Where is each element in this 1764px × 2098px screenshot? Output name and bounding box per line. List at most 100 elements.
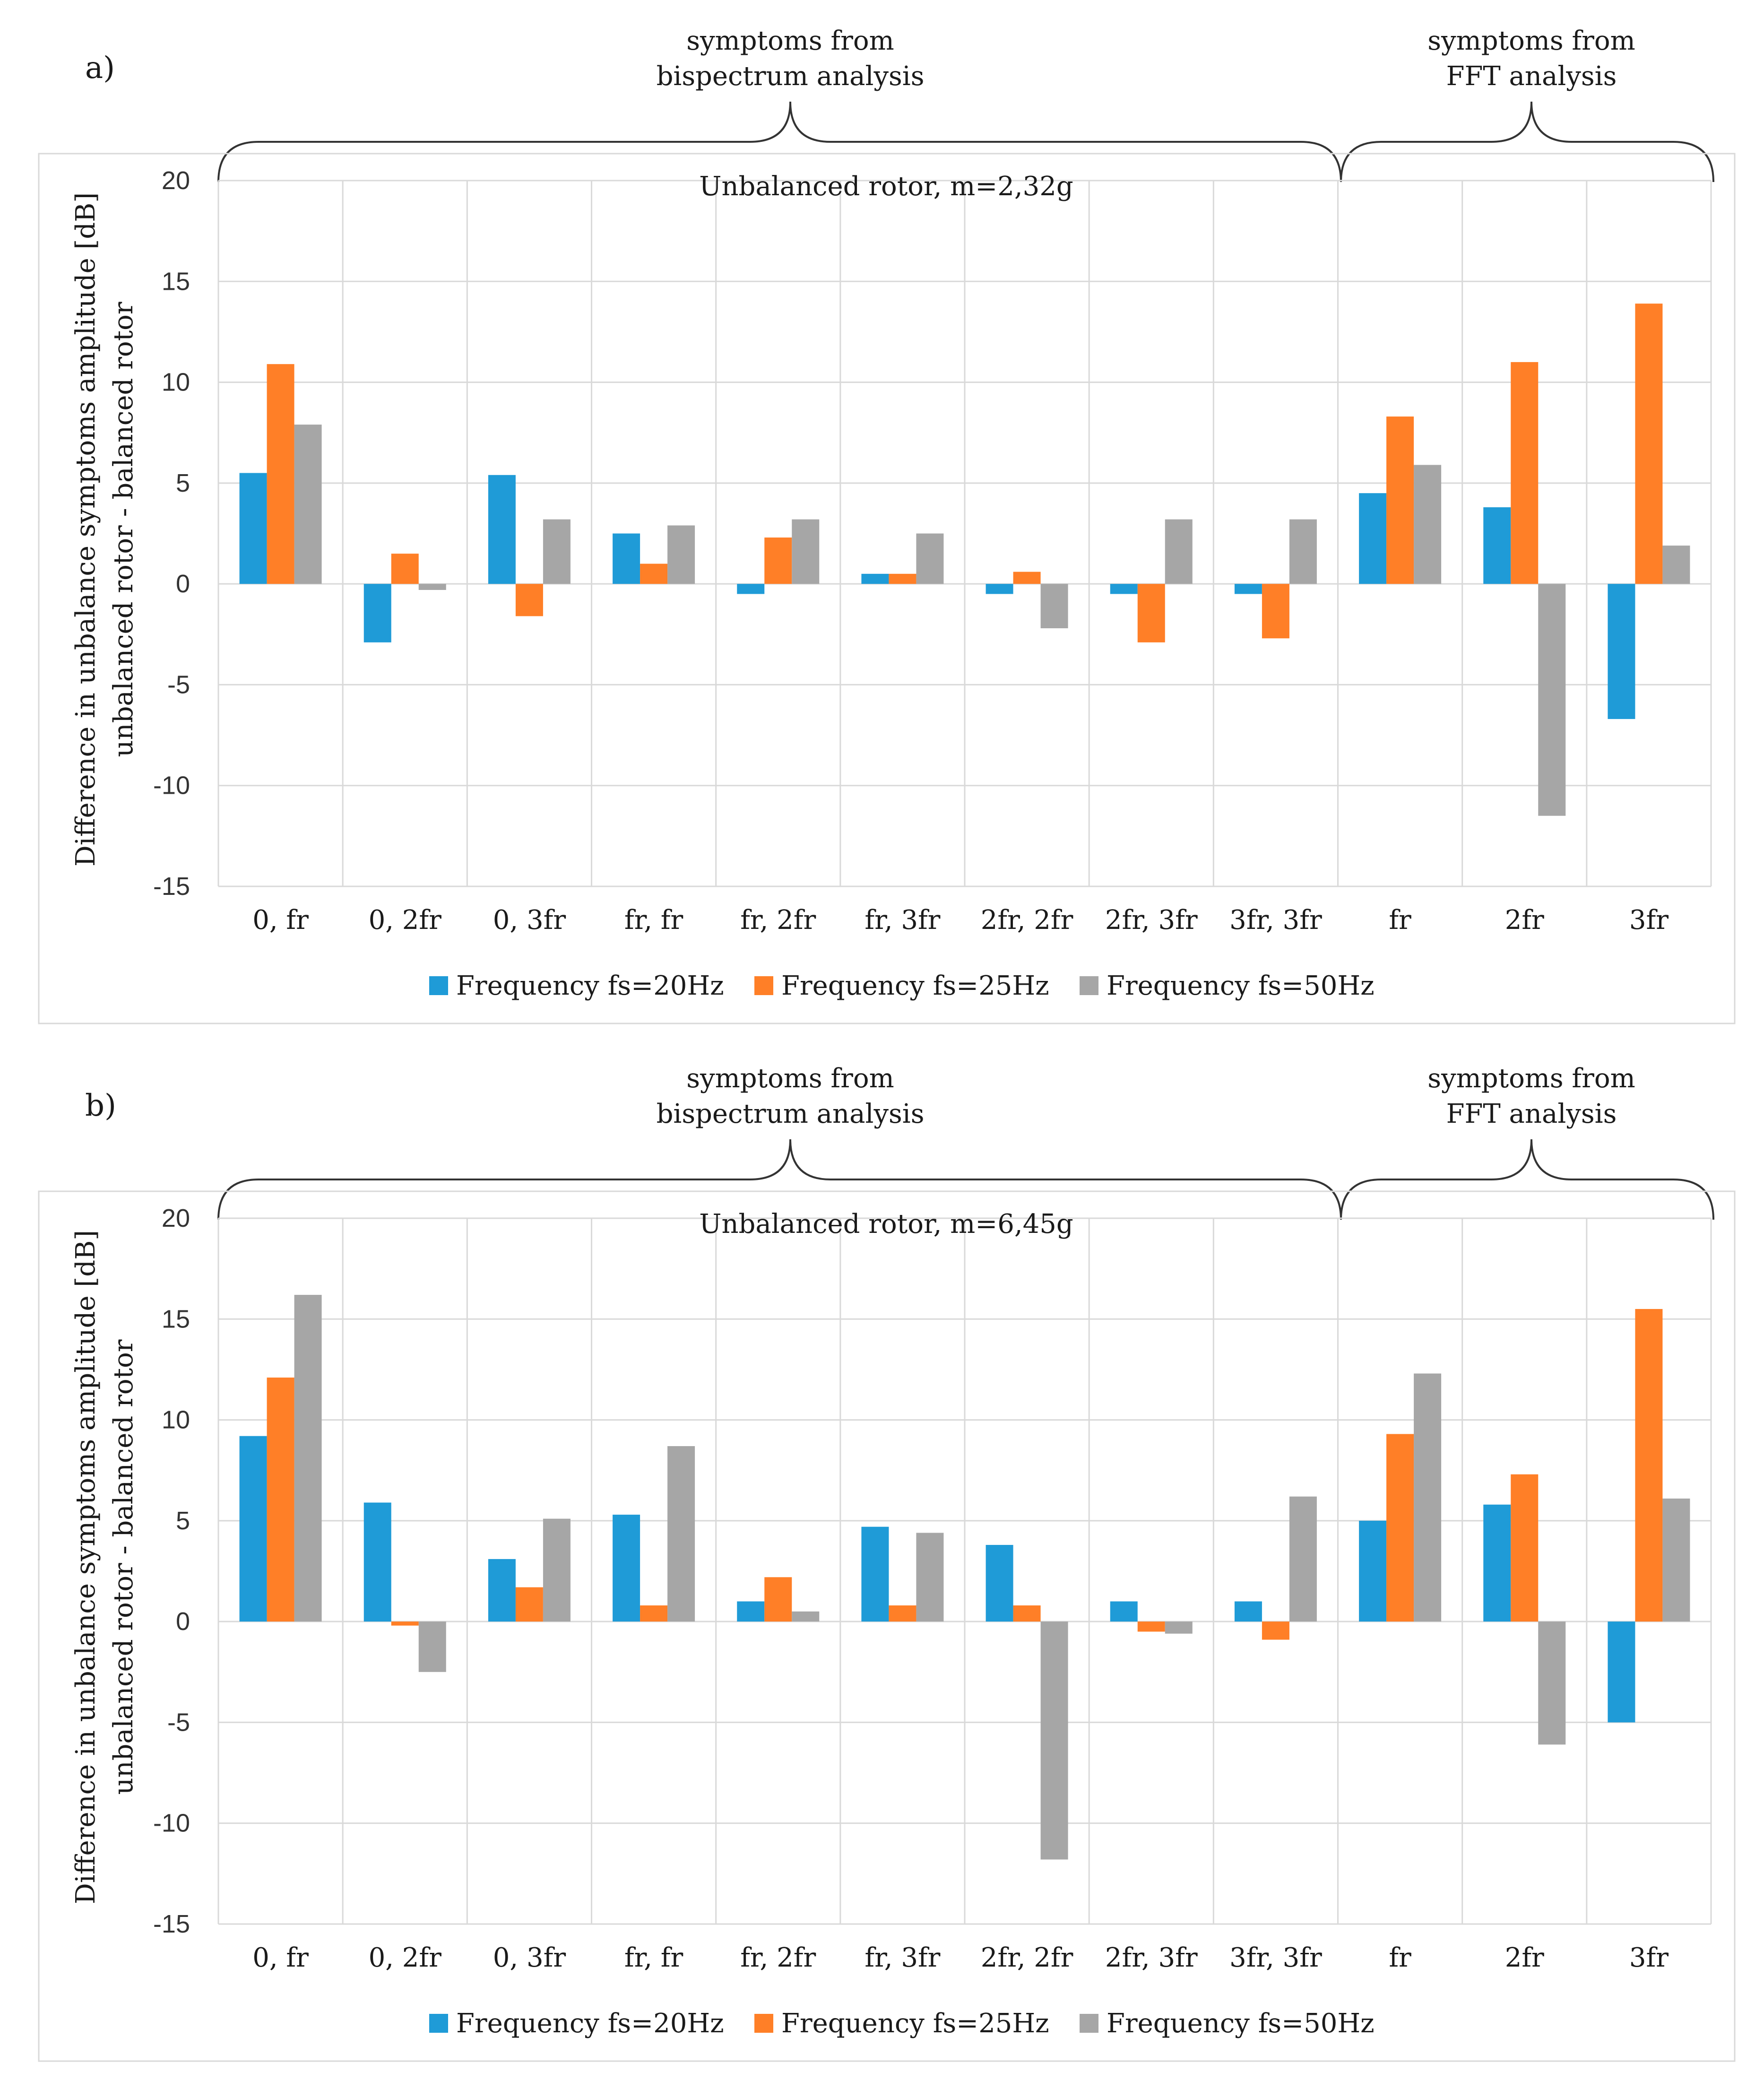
bispectrum-group-label-line1: symptoms from bbox=[686, 1063, 894, 1094]
y-tick-label: -5 bbox=[167, 670, 190, 699]
bar-fs50 bbox=[1165, 519, 1193, 584]
bar-fs20 bbox=[1234, 584, 1262, 594]
y-tick-label: 0 bbox=[176, 570, 190, 598]
bar-fs20 bbox=[363, 1502, 391, 1622]
bar-fs20 bbox=[488, 1559, 516, 1622]
chart-frame bbox=[38, 1190, 1736, 2062]
fft-brace bbox=[1340, 1139, 1714, 1220]
bar-fs50 bbox=[1040, 584, 1068, 628]
bar-fs50 bbox=[543, 519, 571, 584]
legend-swatch-fs20 bbox=[429, 2014, 448, 2033]
bar-fs20 bbox=[363, 584, 391, 642]
x-tick-label: 2fr, 3fr bbox=[1105, 1942, 1198, 1973]
bar-fs20 bbox=[1483, 507, 1511, 584]
x-tick-label: fr, 2fr bbox=[740, 1942, 816, 1973]
legend-label-fs50: Frequency fs=50Hz bbox=[1107, 2008, 1375, 2039]
x-tick-label: fr, 2fr bbox=[740, 905, 816, 936]
y-tick-label: -10 bbox=[153, 772, 190, 800]
bar-fs50 bbox=[418, 1621, 446, 1672]
bispectrum-group-label-line1: symptoms from bbox=[686, 26, 894, 56]
bar-fs20 bbox=[1483, 1504, 1511, 1622]
bar-fs50 bbox=[792, 1611, 820, 1622]
bar-fs20 bbox=[1110, 1601, 1138, 1622]
x-tick-label: 3fr bbox=[1629, 1942, 1669, 1973]
bar-fs25 bbox=[1511, 362, 1539, 584]
bar-fs25 bbox=[1386, 1434, 1414, 1622]
y-tick-label: 15 bbox=[162, 267, 190, 295]
bar-fs20 bbox=[239, 473, 267, 584]
y-tick-label: -5 bbox=[167, 1708, 190, 1736]
bar-fs25 bbox=[391, 1621, 419, 1626]
chart-frame bbox=[38, 153, 1736, 1024]
y-tick-label: 15 bbox=[162, 1305, 190, 1333]
y-tick-label: 10 bbox=[162, 368, 190, 397]
x-tick-label: 2fr, 3fr bbox=[1105, 905, 1198, 936]
bar-fs25 bbox=[267, 1377, 294, 1622]
bar-fs25 bbox=[1013, 1605, 1041, 1622]
bar-fs50 bbox=[294, 425, 322, 584]
panel-label: b) bbox=[85, 1088, 116, 1123]
bar-fs50 bbox=[1662, 546, 1690, 584]
legend-swatch-fs25 bbox=[754, 976, 773, 995]
y-tick-label: 5 bbox=[176, 469, 190, 497]
bar-fs25 bbox=[640, 564, 668, 584]
legend: Frequency fs=20Hz Frequency fs=25Hz Freq… bbox=[429, 971, 1375, 1001]
x-tick-label: fr bbox=[1389, 1942, 1411, 1973]
bar-fs25 bbox=[1386, 416, 1414, 584]
bar-fs20 bbox=[737, 584, 765, 594]
bar-fs20 bbox=[986, 1545, 1013, 1622]
x-tick-label: fr, fr bbox=[624, 1942, 683, 1973]
chart-b: -15 -10 -5 0 5 10 15 20 0, fr 0, 2fr 0, 3fr fr, fr… bbox=[70, 1204, 1712, 2039]
x-tick-label: 2fr bbox=[1505, 905, 1544, 936]
y-tick-label: 0 bbox=[176, 1607, 190, 1636]
y-tick-label: -10 bbox=[153, 1809, 190, 1838]
y-tick-label: -15 bbox=[153, 1910, 190, 1938]
legend-swatch-fs50 bbox=[1080, 2014, 1098, 2033]
bar-fs25 bbox=[889, 573, 917, 584]
y-tick-label: 5 bbox=[176, 1507, 190, 1535]
x-tick-label: 0, 3fr bbox=[493, 905, 566, 936]
bar-fs50 bbox=[1538, 584, 1566, 816]
chart-title: Unbalanced rotor, m=6,45g bbox=[699, 1209, 1073, 1240]
bar-fs50 bbox=[916, 533, 944, 584]
bar-fs50 bbox=[1289, 1496, 1317, 1622]
panel-b: b) symptoms from bispectrum analysis sym… bbox=[38, 1063, 1736, 2062]
y-tick-label: -15 bbox=[153, 872, 190, 901]
x-tick-label: 0, fr bbox=[252, 905, 309, 936]
legend-label-fs20: Frequency fs=20Hz bbox=[456, 971, 724, 1001]
legend: Frequency fs=20Hz Frequency fs=25Hz Freq… bbox=[429, 2008, 1375, 2039]
bar-fs25 bbox=[1635, 1309, 1663, 1622]
bispectrum-brace bbox=[217, 1139, 1342, 1220]
bar-fs25 bbox=[1137, 1621, 1165, 1632]
bispectrum-group-label-line2: bispectrum analysis bbox=[657, 61, 925, 92]
x-tick-label: 0, fr bbox=[252, 1942, 309, 1973]
bispectrum-brace bbox=[217, 101, 1342, 182]
bar-fs20 bbox=[1110, 584, 1138, 594]
fft-group-label-line1: symptoms from bbox=[1427, 26, 1635, 56]
bar-fs25 bbox=[1262, 1621, 1289, 1640]
legend-label-fs25: Frequency fs=25Hz bbox=[781, 971, 1049, 1001]
bar-fs50 bbox=[667, 1446, 695, 1622]
bar-fs50 bbox=[792, 519, 820, 584]
legend-swatch-fs50 bbox=[1080, 976, 1098, 995]
bar-fs25 bbox=[391, 554, 419, 584]
bar-fs25 bbox=[1635, 303, 1663, 584]
bar-fs50 bbox=[1165, 1621, 1193, 1634]
legend-swatch-fs20 bbox=[429, 976, 448, 995]
fft-group-label-line2: FFT analysis bbox=[1446, 1099, 1617, 1129]
x-tick-label: 0, 2fr bbox=[369, 1942, 442, 1973]
x-tick-label: 0, 2fr bbox=[369, 905, 442, 936]
y-tick-label: 20 bbox=[162, 1204, 190, 1232]
bar-fs25 bbox=[1511, 1474, 1539, 1622]
bar-fs50 bbox=[1414, 1373, 1442, 1622]
bar-fs20 bbox=[737, 1601, 765, 1622]
fft-brace bbox=[1340, 101, 1714, 182]
bar-fs25 bbox=[515, 1587, 543, 1622]
fft-group-label-line1: symptoms from bbox=[1427, 1063, 1635, 1094]
y-axis-label-line1: Difference in unbalance symptoms amplitu… bbox=[70, 1230, 101, 1904]
bar-fs25 bbox=[764, 1577, 792, 1622]
bar-fs50 bbox=[1040, 1621, 1068, 1860]
x-tick-label: 3fr, 3fr bbox=[1229, 1942, 1322, 1973]
y-axis-label-line2: unbalanced rotor - balanced rotor bbox=[108, 302, 139, 757]
